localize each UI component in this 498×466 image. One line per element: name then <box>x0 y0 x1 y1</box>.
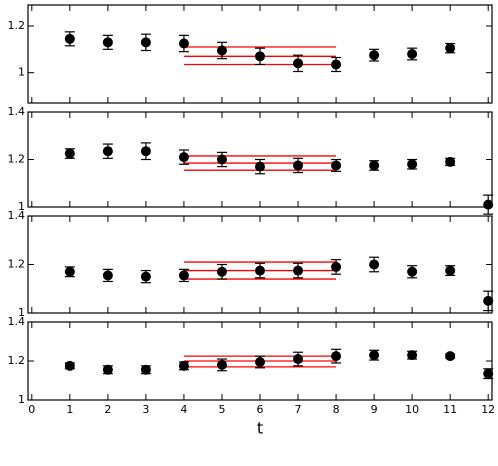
data-point <box>255 265 265 276</box>
data-point <box>216 45 227 56</box>
data-point <box>255 356 265 367</box>
data-point <box>369 50 380 61</box>
x-tick-label: 0 <box>28 403 35 416</box>
y-tick-label: 1.2 <box>8 258 26 271</box>
y-tick-label: 1.2 <box>8 153 26 166</box>
data-point <box>64 148 75 159</box>
data-point <box>331 351 342 362</box>
data-point <box>483 295 494 306</box>
x-tick-label: 11 <box>443 403 457 416</box>
data-point <box>483 368 494 379</box>
data-point <box>102 364 113 375</box>
data-point <box>255 51 265 62</box>
data-point <box>178 270 189 281</box>
y-tick-label: 1 <box>18 393 25 406</box>
data-point <box>178 152 189 163</box>
x-tick-label: 12 <box>481 403 495 416</box>
data-point <box>445 265 456 276</box>
y-tick-label: 1.2 <box>8 19 26 32</box>
data-point <box>407 350 418 361</box>
y-tick-label: 1 <box>18 66 25 79</box>
data-point <box>407 159 418 170</box>
x-tick-label: 10 <box>405 403 419 416</box>
data-point <box>216 359 227 370</box>
x-tick-label: 2 <box>104 403 111 416</box>
data-point <box>178 38 189 49</box>
data-point <box>64 266 75 277</box>
data-point <box>140 364 151 375</box>
x-axis-label: t <box>257 419 263 438</box>
data-point <box>64 33 75 44</box>
data-point <box>407 266 418 277</box>
data-point <box>64 360 75 371</box>
x-tick-label: 7 <box>295 403 302 416</box>
x-tick-label: 8 <box>333 403 340 416</box>
x-tick-label: 4 <box>180 403 187 416</box>
data-point <box>293 58 304 69</box>
data-point <box>369 350 380 361</box>
data-point <box>293 160 304 171</box>
data-point <box>102 270 113 281</box>
data-point <box>445 156 456 167</box>
x-tick-label: 6 <box>257 403 264 416</box>
x-tick-label: 1 <box>66 403 73 416</box>
data-point <box>102 37 113 48</box>
data-point <box>369 160 380 171</box>
data-point <box>178 360 189 371</box>
data-point <box>140 146 151 157</box>
data-point <box>293 354 304 365</box>
data-point <box>407 49 418 59</box>
x-tick-label: 3 <box>142 403 149 416</box>
data-point <box>369 259 380 270</box>
y-tick-label: 1 <box>18 200 25 213</box>
y-tick-label: 1 <box>18 306 25 319</box>
y-tick-label: 1.4 <box>8 209 26 222</box>
data-point <box>331 261 342 272</box>
y-tick-label: 1.4 <box>8 315 26 328</box>
data-point <box>140 37 151 48</box>
data-point <box>331 59 342 70</box>
x-tick-label: 9 <box>371 403 378 416</box>
data-point <box>140 271 151 282</box>
y-tick-label: 1.4 <box>8 105 26 118</box>
data-point <box>293 265 304 276</box>
data-point <box>445 351 456 362</box>
data-point <box>255 161 265 172</box>
y-tick-label: 1.2 <box>8 354 26 367</box>
data-point <box>102 146 113 157</box>
data-point <box>445 43 456 54</box>
data-point <box>483 199 494 210</box>
data-point <box>216 154 227 165</box>
data-point <box>216 266 227 277</box>
data-point <box>331 160 342 171</box>
x-tick-label: 5 <box>218 403 225 416</box>
